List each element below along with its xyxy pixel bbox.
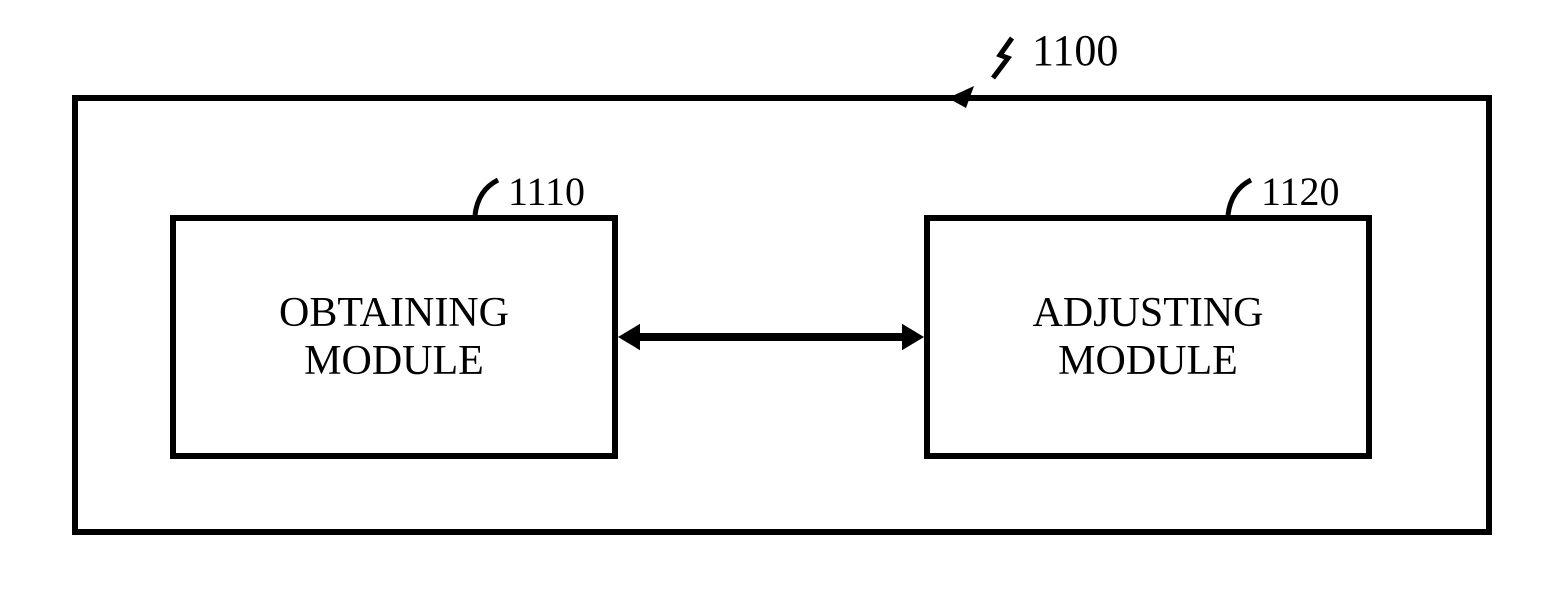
module-text-line1: OBTAINING xyxy=(279,290,509,336)
obtaining-module-box: OBTAINING MODULE xyxy=(170,215,618,459)
module-text-line2: MODULE xyxy=(1058,338,1238,384)
adjusting-module-text: ADJUSTING MODULE xyxy=(1033,289,1264,386)
outer-ref-label: 1100 xyxy=(1032,25,1118,76)
obtaining-module-text: OBTAINING MODULE xyxy=(279,289,509,386)
diagram-canvas: 1100 OBTAINING MODULE ADJUSTING MODULE 1… xyxy=(0,0,1560,599)
obtaining-ref-label: 1110 xyxy=(508,168,585,215)
module-text-line1: ADJUSTING xyxy=(1033,290,1264,336)
module-text-line2: MODULE xyxy=(304,338,484,384)
adjusting-module-box: ADJUSTING MODULE xyxy=(924,215,1372,459)
adjusting-ref-label: 1120 xyxy=(1261,168,1340,215)
